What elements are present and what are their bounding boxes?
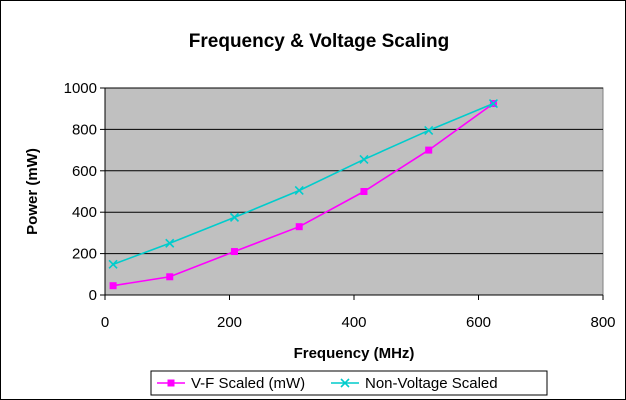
data-point: [109, 282, 117, 290]
data-point: [229, 212, 240, 222]
series-2: [108, 98, 499, 269]
plot-area: [104, 87, 604, 296]
series-1: [109, 100, 497, 290]
series-group: [108, 98, 499, 290]
data-point: [359, 154, 369, 164]
data-point: [230, 248, 238, 256]
x-tick-label: 400: [341, 314, 366, 331]
y-tick-label: 1000: [64, 80, 97, 97]
legend-label: V-F Scaled (mW): [191, 375, 305, 392]
y-tick-label: 200: [72, 246, 97, 263]
x-tick-label: 200: [217, 314, 242, 331]
legend-item-1: V-F Scaled (mW): [157, 375, 305, 392]
y-tick-label: 800: [72, 121, 97, 138]
data-point: [294, 185, 304, 196]
data-point: [165, 238, 175, 248]
chart-title: Frequency & Voltage Scaling: [189, 31, 449, 52]
data-point: [108, 259, 118, 269]
legend-item-2: Non-Voltage Scaled: [331, 375, 498, 392]
data-point: [295, 223, 303, 231]
data-point: [425, 146, 433, 154]
gridlines: [105, 87, 603, 255]
x-tick-label: 0: [101, 314, 109, 331]
y-tick-label: 600: [72, 163, 97, 180]
legend: V-F Scaled (mW) Non-Voltage Scaled: [150, 370, 548, 396]
x-axis-title: Frequency (MHz): [294, 345, 415, 362]
x-tick-label: 600: [466, 314, 491, 331]
data-point: [360, 188, 368, 195]
y-tick-label: 0: [89, 287, 97, 304]
legend-swatch-marker: [340, 378, 350, 388]
data-point: [424, 125, 434, 136]
x-axis-ticks: 0 200 400 600 800: [101, 295, 616, 331]
data-point: [166, 273, 174, 281]
legend-label: Non-Voltage Scaled: [365, 375, 498, 392]
y-tick-label: 400: [72, 204, 97, 221]
y-axis-title: Power (mW): [24, 148, 41, 235]
y-axis-ticks: 0 200 400 600 800 1000: [64, 80, 105, 304]
legend-swatch-marker: [167, 379, 175, 387]
data-point: [488, 98, 499, 109]
x-tick-label: 800: [590, 314, 615, 331]
